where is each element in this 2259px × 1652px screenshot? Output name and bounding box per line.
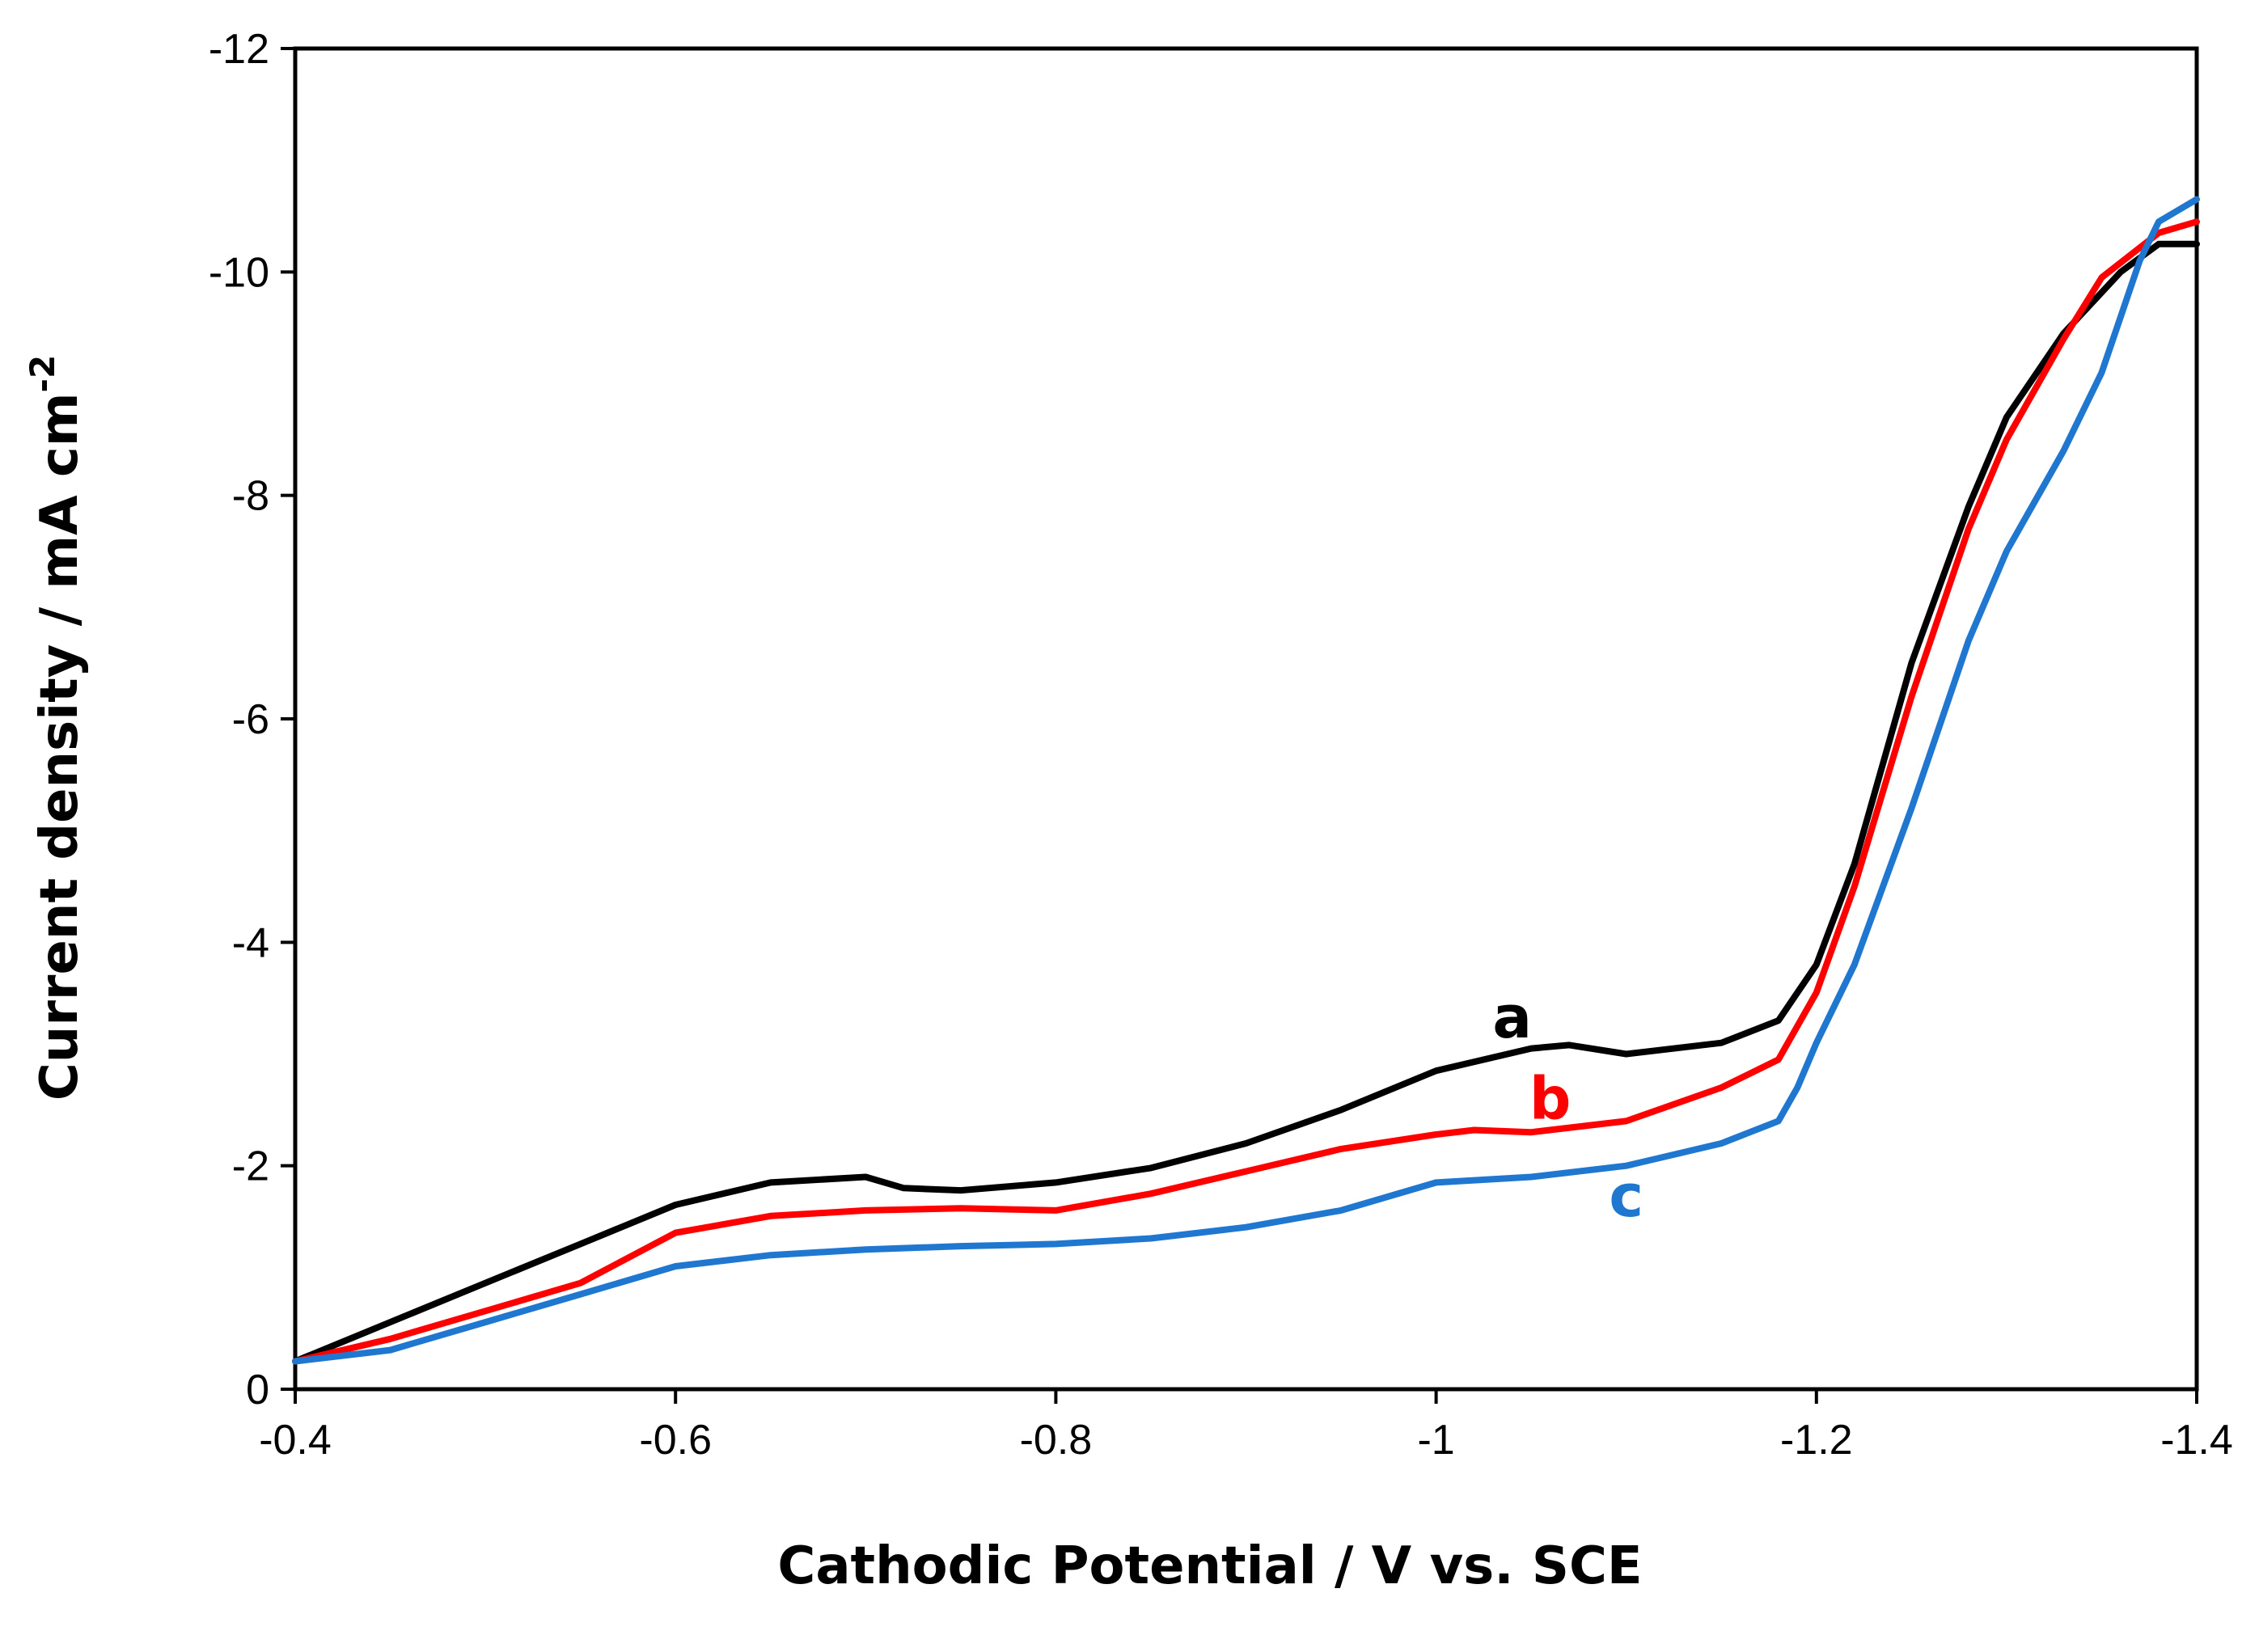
series-line-c [292,196,2200,1365]
y-tick-label: -6 [232,696,269,743]
x-tick-label: -0.6 [639,1417,712,1464]
x-tick-label: -0.4 [259,1417,332,1464]
x-axis-title: Cathodic Potential / V vs. SCE [777,1536,1642,1596]
curve-label-a: a [1492,983,1532,1051]
y-axis-title-main: Current density / mA cm [30,392,90,1101]
x-tick-label: -1 [1417,1417,1454,1464]
y-tick-label: 0 [246,1367,269,1413]
series-line-a [292,240,2200,1365]
curve-label-b: b [1529,1065,1572,1133]
y-tick-label: -2 [232,1143,269,1190]
x-tick-label: -0.8 [1020,1417,1093,1464]
x-tick-label: -1.2 [1780,1417,1853,1464]
y-tick-label: -10 [209,249,269,296]
y-axis-title: Current density / mA cm-2 [23,355,90,1101]
curve-label-c: c [1609,1162,1643,1230]
y-axis-title-superscript: -2 [23,355,62,393]
y-tick-label: -4 [232,919,269,966]
y-tick-label: -8 [232,473,269,520]
y-tick-label: -12 [209,26,269,73]
x-tick-label: -1.4 [2160,1417,2233,1464]
plot-area-frame [293,46,2199,1392]
series-line-b [292,218,2200,1365]
